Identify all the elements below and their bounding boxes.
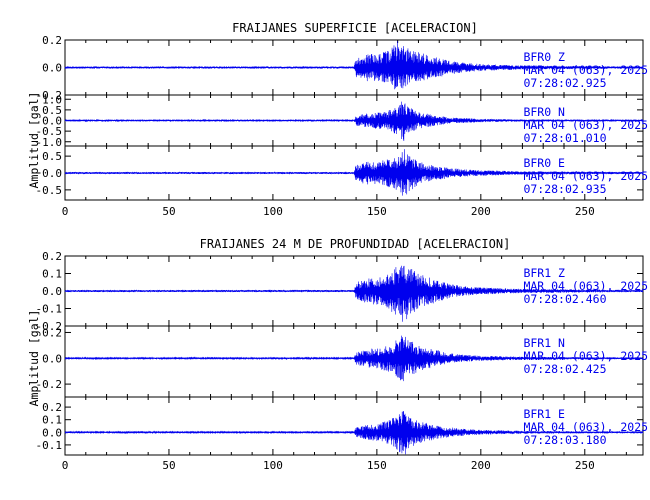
bottom-y-axis-label: Amplitud [gal] [27,310,41,407]
g1-p0-station-label: BFR1 Z [523,266,565,280]
g0-p2-station-label: BFR0 E [523,156,565,170]
g0-p2-y-tick-label: 0.5 [42,150,62,163]
g1-p0-time-label: 07:28:02.460 [523,292,606,306]
g1-x-tick-label: 250 [575,459,595,472]
g0-p0-station-label: BFR0 Z [523,50,565,64]
g0-p2-date-label: MAR 04 (063), 2025 [523,169,648,183]
g1-p2-frame [64,396,644,456]
g1-p2-station-label: BFR1 E [523,407,565,421]
g0-x-tick-label: 150 [367,205,387,218]
g0-p0-waveform-BFR0-Z [64,41,644,90]
g0-p1-y-tick-label: 1.0 [42,93,62,106]
g1-p1-y-tick-label: 0.0 [42,352,62,365]
g0-p1-date-label: MAR 04 (063), 2025 [523,118,648,132]
g0-p2-y-tick-label: 0.0 [42,167,62,180]
g1-p0-y-tick-label: 0.2 [42,250,62,263]
g1-p2-y-tick-label: 0.1 [42,414,62,427]
g1-p1-station-label: BFR1 N [523,336,565,350]
g0-p1-y-tick-label: 0.5 [42,104,62,117]
g1-p2-y-tick-label: 0.2 [42,401,62,414]
g1-x-tick-label: 150 [367,459,387,472]
g0-p1-time-label: 07:28:01.010 [523,131,606,145]
g1-p0-date-label: MAR 04 (063), 2025 [523,279,648,293]
g0-p0-date-label: MAR 04 (063), 2025 [523,63,648,77]
g1-p0-y-tick-label: 0.1 [42,268,62,281]
g1-p1-time-label: 07:28:02.425 [523,362,606,376]
g1-p0-y-tick-label: 0.0 [42,285,62,298]
g1-p2-time-label: 07:28:03.180 [523,433,606,447]
g1-p2-y-tick-label: 0.0 [42,426,62,439]
top-figure-title: FRAIJANES SUPERFICIE [ACELERACION] [232,21,478,35]
g1-x-tick-label: 100 [263,459,283,472]
g1-p1-y-tick-label: 0.2 [42,326,62,339]
g0-p1-y-tick-label: -1.0 [36,136,63,149]
g1-p2-date-label: MAR 04 (063), 2025 [523,420,648,434]
g0-p1-y-tick-label: -0.5 [36,125,63,138]
g0-p2-time-label: 07:28:02.935 [523,182,606,196]
g1-p1-waveform-BFR1-N [64,335,644,382]
g0-p2-y-tick-label: -0.5 [36,184,63,197]
g1-p0-y-tick-label: -0.2 [36,320,63,333]
g0-p2-waveform-BFR0-E [64,149,644,196]
g0-x-tick-label: 250 [575,205,595,218]
g0-x-tick-label: 0 [62,205,69,218]
g0-p0-time-label: 07:28:02.925 [523,76,606,90]
g1-x-tick-label: 50 [162,459,175,472]
g0-p1-station-label: BFR0 N [523,105,565,119]
g0-p0-y-tick-label: 0.2 [42,34,62,47]
g1-p0-waveform-BFR1-Z [64,265,644,322]
g1-x-tick-label: 0 [62,459,69,472]
g0-p0-y-tick-label: -0.2 [36,89,63,102]
top-y-axis-label: Amplitud [gal] [27,92,41,189]
g1-p2-waveform-BFR1-E [64,411,644,455]
g1-p2-y-tick-label: -0.1 [36,439,63,452]
g1-x-tick-label: 200 [471,459,491,472]
g1-p1-y-tick-label: -0.2 [36,378,63,391]
g1-p1-date-label: MAR 04 (063), 2025 [523,349,648,363]
g0-x-tick-label: 100 [263,205,283,218]
g0-x-tick-label: 200 [471,205,491,218]
g0-p1-y-tick-label: 0.0 [42,115,62,128]
bottom-figure-title: FRAIJANES 24 M DE PROFUNDIDAD [ACELERACI… [200,237,511,251]
g0-x-tick-label: 50 [162,205,175,218]
g1-p0-y-tick-label: -0.1 [36,303,63,316]
g0-p1-waveform-BFR0-N [64,101,644,142]
g0-p0-y-tick-label: 0.0 [42,62,62,75]
